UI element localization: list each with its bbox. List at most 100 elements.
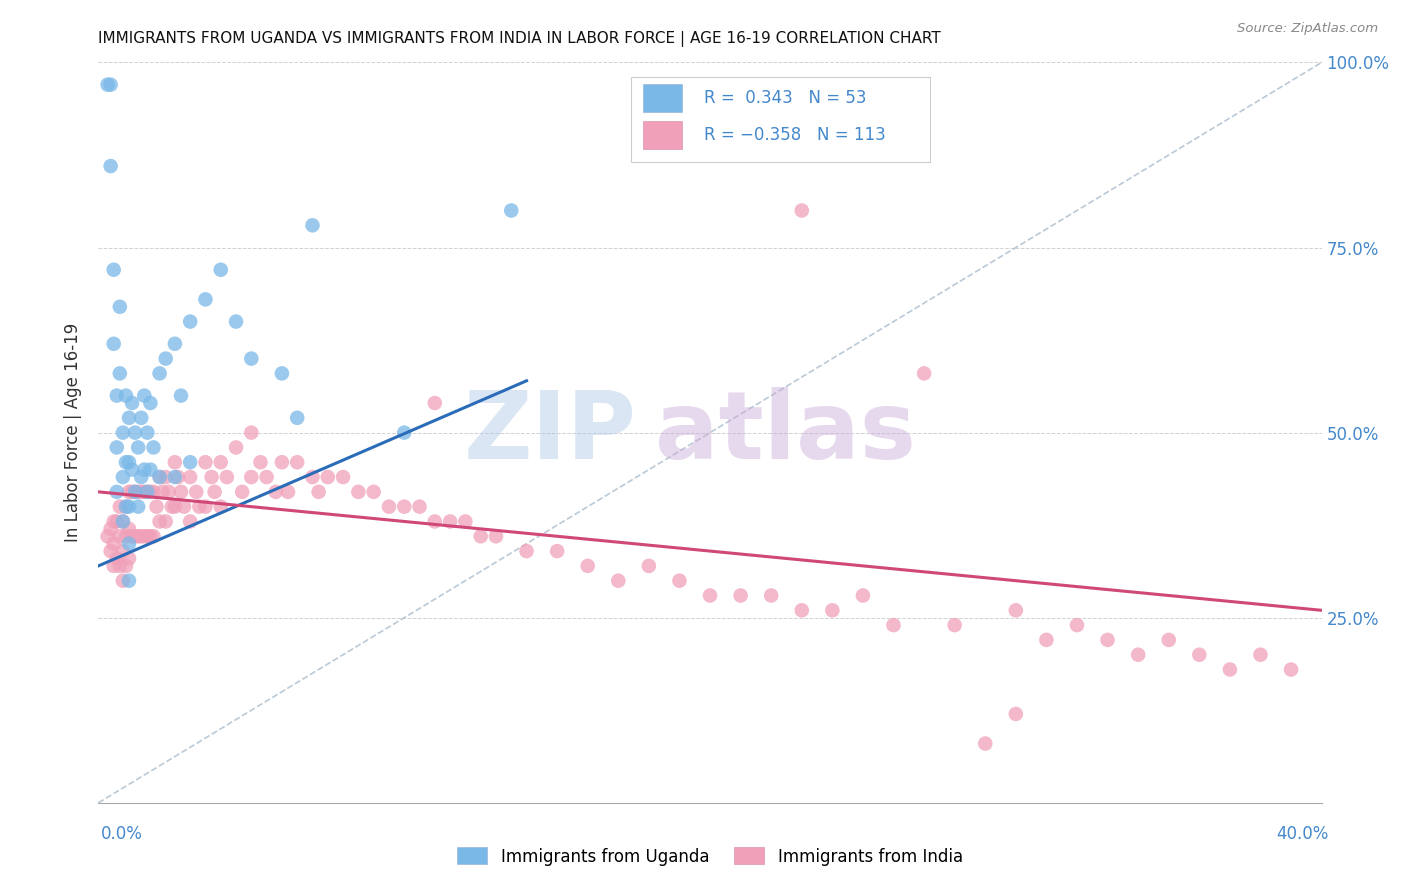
Point [142,441,165,455]
Point [215,470,238,484]
Point [1066,618,1088,632]
Point [1004,603,1026,617]
Point [149,470,172,484]
Point [118,551,141,566]
Point [134,529,156,543]
Point [1188,648,1211,662]
Point [790,203,813,218]
Point [118,522,141,536]
Point [378,500,401,514]
Point [1128,648,1150,662]
Point [163,455,186,469]
Point [118,455,141,469]
Text: 0.0%: 0.0% [101,825,143,843]
Point [124,529,146,543]
Point [179,470,201,484]
Point [108,558,131,573]
Bar [643,121,682,149]
Point [316,470,339,484]
Point [173,500,195,514]
Point [194,500,217,514]
Point [240,351,263,366]
Point [392,425,416,440]
Point [209,455,232,469]
Point [127,484,149,499]
Point [485,529,508,543]
Point [943,618,966,632]
Point [129,470,152,484]
Point [668,574,690,588]
Point [1035,632,1057,647]
Point [103,558,125,573]
Point [129,410,152,425]
Point [285,455,308,469]
Point [204,484,226,499]
Point [118,574,141,588]
Text: ZIP: ZIP [464,386,637,479]
Text: Source: ZipAtlas.com: Source: ZipAtlas.com [1237,22,1378,36]
Point [249,455,271,469]
Y-axis label: In Labor Force | Age 16-19: In Labor Force | Age 16-19 [65,323,83,542]
Point [516,544,538,558]
Point [1157,632,1180,647]
Point [111,515,134,529]
Point [118,410,141,425]
Point [100,544,122,558]
Point [546,544,568,558]
Point [155,515,177,529]
Point [108,300,131,314]
Point [285,410,308,425]
Point [160,500,183,514]
Point [1279,663,1302,677]
Point [139,396,162,410]
Point [231,484,253,499]
Point [270,455,292,469]
Point [439,515,461,529]
Point [821,603,844,617]
Point [136,529,159,543]
Point [105,484,128,499]
Point [759,589,782,603]
Point [240,425,263,440]
Point [200,470,222,484]
Point [163,336,186,351]
Point [332,470,354,484]
Point [209,262,232,277]
Point [308,484,330,499]
Point [121,462,143,476]
Point [974,737,997,751]
Point [883,618,905,632]
Point [1249,648,1271,662]
Point [157,484,180,499]
Point [170,484,193,499]
Point [179,314,201,328]
Point [209,500,232,514]
Point [501,203,523,218]
Point [103,515,125,529]
Point [301,470,323,484]
Point [152,484,174,499]
Point [149,367,172,381]
Point [149,515,172,529]
Point [163,500,186,514]
Point [118,484,141,499]
Point [129,529,152,543]
Point [108,367,131,381]
Point [105,388,128,402]
Point [105,551,128,566]
Point [105,515,128,529]
Point [111,515,134,529]
Point [100,159,122,173]
Text: 40.0%: 40.0% [1277,825,1329,843]
Point [115,558,138,573]
Point [363,484,385,499]
Point [179,455,201,469]
Point [637,558,661,573]
Point [115,529,138,543]
Text: R = −0.358   N = 113: R = −0.358 N = 113 [704,126,886,144]
Point [111,574,134,588]
Point [103,262,125,277]
Point [142,484,165,499]
Point [105,441,128,455]
Point [139,462,162,476]
